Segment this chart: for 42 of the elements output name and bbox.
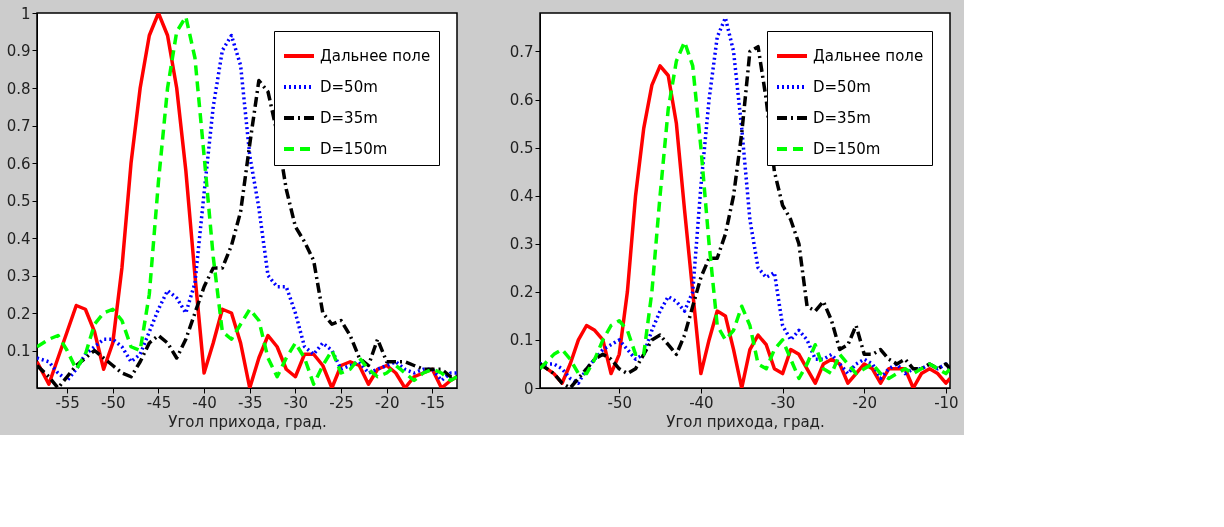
- y-tick-label: 0.6: [6, 154, 31, 173]
- legend-label: D=35m: [813, 109, 871, 127]
- x-tick-label: -40: [689, 393, 714, 412]
- x-tick-label: -40: [192, 393, 217, 412]
- x-tick-label: -25: [329, 393, 354, 412]
- y-tick-label: 0.3: [509, 235, 534, 254]
- x-tick-label: -20: [374, 393, 400, 412]
- y-tick-label: 0.2: [509, 283, 534, 302]
- y-tick-label: 0: [523, 379, 534, 398]
- y-tick-label: 0.7: [509, 42, 534, 61]
- x-tick-label: -50: [101, 393, 126, 412]
- y-tick-label: 0.2: [6, 304, 31, 323]
- x-tick-label: -45: [146, 393, 172, 412]
- y-tick-label: 0.4: [6, 229, 31, 248]
- y-tick-label: 1: [20, 4, 31, 23]
- legend-label: D=50m: [813, 78, 871, 96]
- x-axis-title: Угол прихода, град.: [168, 412, 327, 431]
- y-tick-label: 0.7: [6, 117, 31, 135]
- legend-label: D=150m: [320, 140, 388, 158]
- x-tick-label: -50: [607, 393, 632, 412]
- x-tick-label: -30: [283, 393, 309, 412]
- x-axis-title: Угол прихода, град.: [666, 412, 825, 431]
- y-tick-label: 0.8: [6, 79, 31, 98]
- legend-label: Дальнее поле: [320, 47, 431, 65]
- y-tick-label: 0.3: [6, 267, 31, 285]
- legend-label: D=50m: [320, 78, 378, 96]
- legend-label: D=150m: [813, 140, 881, 158]
- y-tick-label: 0.9: [6, 42, 31, 60]
- y-tick-label: 0.5: [6, 192, 31, 210]
- y-tick-label: 0.5: [509, 139, 534, 158]
- y-tick-label: 0.1: [509, 331, 534, 350]
- x-tick-label: -15: [420, 393, 446, 412]
- x-tick-label: -55: [55, 393, 80, 412]
- x-tick-label: -20: [852, 393, 877, 412]
- x-tick-label: -10: [934, 393, 959, 412]
- legend-label: D=35m: [320, 109, 378, 127]
- y-tick-label: 0.4: [509, 187, 534, 206]
- x-tick-label: -30: [770, 393, 796, 412]
- y-tick-label: 0.6: [509, 91, 534, 110]
- legend-label: Дальнее поле: [813, 47, 924, 65]
- y-tick-label: 0.1: [6, 342, 31, 360]
- x-tick-label: -35: [237, 393, 263, 412]
